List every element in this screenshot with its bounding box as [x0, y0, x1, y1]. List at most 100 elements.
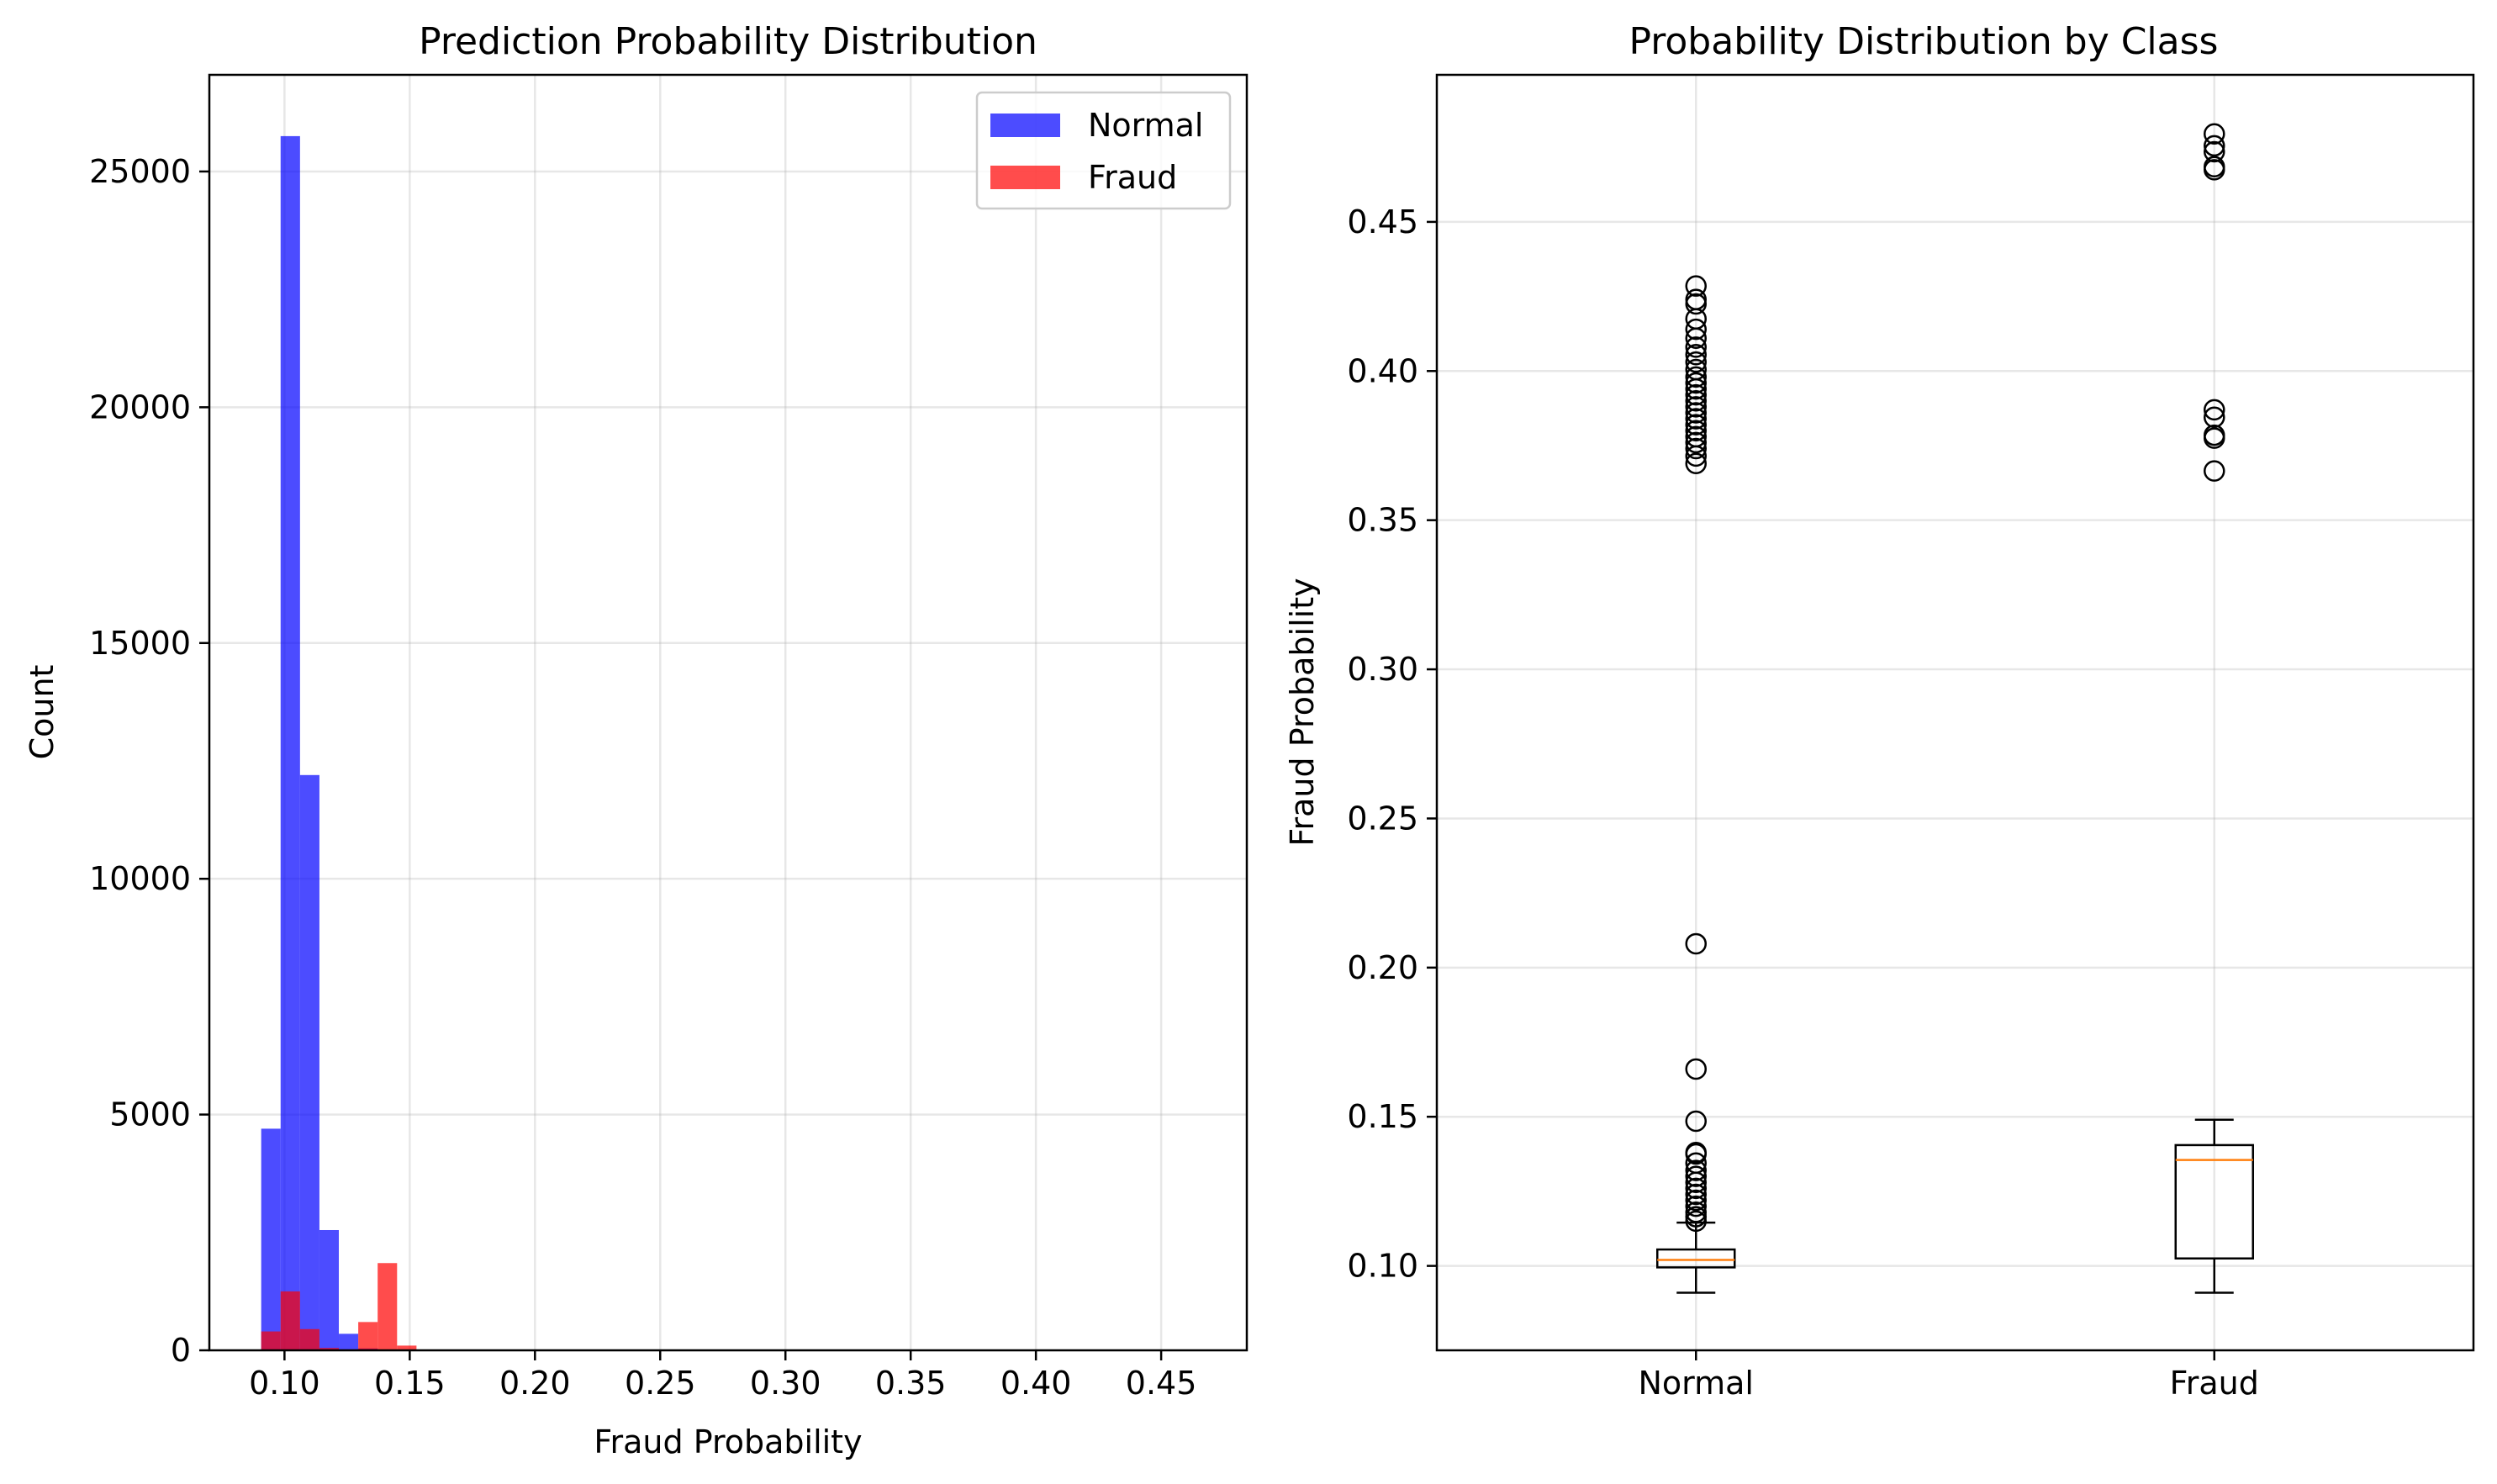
boxplot-y-tick-label: 0.30 — [1347, 651, 1418, 688]
histogram-grid — [209, 75, 1247, 1352]
boxplot-y-tick-label: 0.40 — [1347, 352, 1418, 389]
outlier-point — [1685, 327, 1707, 350]
outlier-point — [2204, 460, 2225, 482]
outlier-point — [1685, 1058, 1707, 1080]
outlier-point — [1685, 437, 1707, 460]
histogram-x-label: Fraud Probability — [594, 1423, 862, 1460]
boxplot-y-tick-label: 0.35 — [1347, 502, 1418, 539]
histogram-x-tick-label: 0.10 — [249, 1365, 320, 1402]
histogram-bar-normal — [339, 1333, 359, 1350]
boxplot-x-tick-label: Normal — [1639, 1365, 1755, 1402]
box-iqr — [1656, 1248, 1736, 1269]
boxplot-y-tick-label: 0.25 — [1347, 800, 1418, 837]
histogram-bar-fraud — [377, 1263, 398, 1350]
outlier-point — [1685, 1189, 1707, 1212]
histogram-bar-normal — [280, 135, 300, 1350]
histogram-x-tick-label: 0.35 — [875, 1365, 947, 1402]
histogram-legend: Normal Fraud — [975, 91, 1232, 210]
boxplot-group-normal — [1656, 275, 1736, 1294]
outlier-point — [2204, 427, 2225, 449]
histogram-x-tick-label: 0.20 — [499, 1365, 571, 1402]
outlier-point — [1685, 390, 1707, 412]
outlier-point — [1685, 1183, 1707, 1206]
boxplot-boxes — [1656, 123, 2254, 1294]
outlier-point — [1685, 293, 1707, 315]
histogram-x-tick-label: 0.25 — [625, 1365, 696, 1402]
outlier-point — [1685, 366, 1707, 388]
outlier-point — [1685, 396, 1707, 418]
outlier-point — [2204, 399, 2225, 421]
boxplot-panel: Probability Distribution by Class Normal… — [1284, 20, 2475, 1402]
outlier-point — [2204, 123, 2225, 145]
histogram-y-tick-label: 25000 — [89, 153, 191, 190]
outlier-point — [1685, 1159, 1707, 1181]
histogram-bar-normal — [319, 1229, 340, 1350]
legend-swatch-normal — [990, 114, 1060, 137]
histogram-bar-fraud — [358, 1322, 378, 1350]
outlier-point — [1685, 1143, 1707, 1165]
outlier-point — [1685, 1110, 1707, 1133]
histogram-y-tick-label: 10000 — [89, 860, 191, 897]
outlier-point — [1685, 378, 1707, 400]
histogram-bars — [261, 135, 417, 1350]
boxplot-axes-frame — [1435, 73, 2475, 1352]
legend-swatch-fraud — [990, 166, 1060, 189]
outlier-point — [1685, 372, 1707, 394]
outlier-point — [1685, 414, 1707, 436]
outlier-point — [2204, 406, 2225, 429]
histogram-x-tick-label: 0.15 — [374, 1365, 446, 1402]
boxplot-group-fraud — [2174, 123, 2254, 1294]
boxplot-y-tick-label: 0.15 — [1347, 1098, 1418, 1135]
histogram-x-ticks: 0.10 0.15 0.20 0.25 0.30 0.35 0.40 0.45 — [249, 1350, 1196, 1402]
outlier-point — [1685, 1171, 1707, 1194]
histogram-x-tick-label: 0.45 — [1126, 1365, 1197, 1402]
outlier-point — [1685, 383, 1707, 406]
histogram-y-tick-label: 15000 — [89, 625, 191, 662]
boxplot-y-tick-label: 0.10 — [1347, 1248, 1418, 1285]
outlier-point — [1685, 932, 1707, 955]
histogram-x-tick-label: 0.40 — [1000, 1365, 1072, 1402]
histogram-axes-frame — [208, 73, 1248, 1352]
outlier-point — [2204, 140, 2225, 163]
histogram-bar-fraud — [299, 1328, 319, 1350]
outlier-point — [1685, 351, 1707, 373]
legend-label-normal: Normal — [1088, 107, 1204, 144]
histogram-bar-fraud — [319, 1348, 340, 1350]
histogram-y-tick-label: 0 — [171, 1332, 191, 1369]
histogram-bar-fraud — [261, 1331, 281, 1350]
histogram-y-label: Count — [24, 665, 61, 760]
outlier-point — [1685, 336, 1707, 358]
legend-label-fraud: Fraud — [1088, 159, 1177, 196]
histogram-bar-normal — [261, 1128, 281, 1350]
outlier-point — [1685, 275, 1707, 297]
histogram-panel: Prediction Probability Distribution 0.10… — [24, 20, 1248, 1460]
outlier-point — [2204, 135, 2225, 157]
histogram-title: Prediction Probability Distribution — [419, 20, 1037, 63]
outlier-point — [1685, 1177, 1707, 1200]
histogram-y-tick-label: 20000 — [89, 388, 191, 425]
outlier-point — [1685, 1210, 1707, 1233]
outlier-point — [1685, 445, 1707, 467]
outlier-point — [1685, 408, 1707, 430]
outlier-point — [1685, 1165, 1707, 1187]
outlier-point — [2204, 159, 2225, 181]
histogram-y-ticks: 0 5000 10000 15000 20000 25000 — [89, 153, 209, 1369]
boxplot-x-tick-label: Fraud — [2170, 1365, 2259, 1402]
outlier-point — [1685, 318, 1707, 341]
boxplot-x-ticks: Normal Fraud — [1639, 1350, 2259, 1402]
outlier-point — [1685, 452, 1707, 475]
outlier-point — [1685, 1195, 1707, 1217]
histogram-bar-normal — [299, 774, 319, 1350]
boxplot-y-tick-label: 0.20 — [1347, 949, 1418, 986]
histogram-x-tick-label: 0.30 — [750, 1365, 821, 1402]
outlier-point — [1685, 402, 1707, 424]
histogram-bar-fraud — [397, 1345, 417, 1350]
outlier-point — [1685, 431, 1707, 454]
outlier-point — [1685, 420, 1707, 441]
boxplot-y-tick-label: 0.45 — [1347, 203, 1418, 240]
box-iqr — [2174, 1143, 2254, 1260]
histogram-y-tick-label: 5000 — [109, 1096, 191, 1133]
outlier-point — [1685, 344, 1707, 366]
boxplot-y-ticks: 0.10 0.15 0.20 0.25 0.30 0.35 0.40 0.45 — [1347, 203, 1437, 1285]
